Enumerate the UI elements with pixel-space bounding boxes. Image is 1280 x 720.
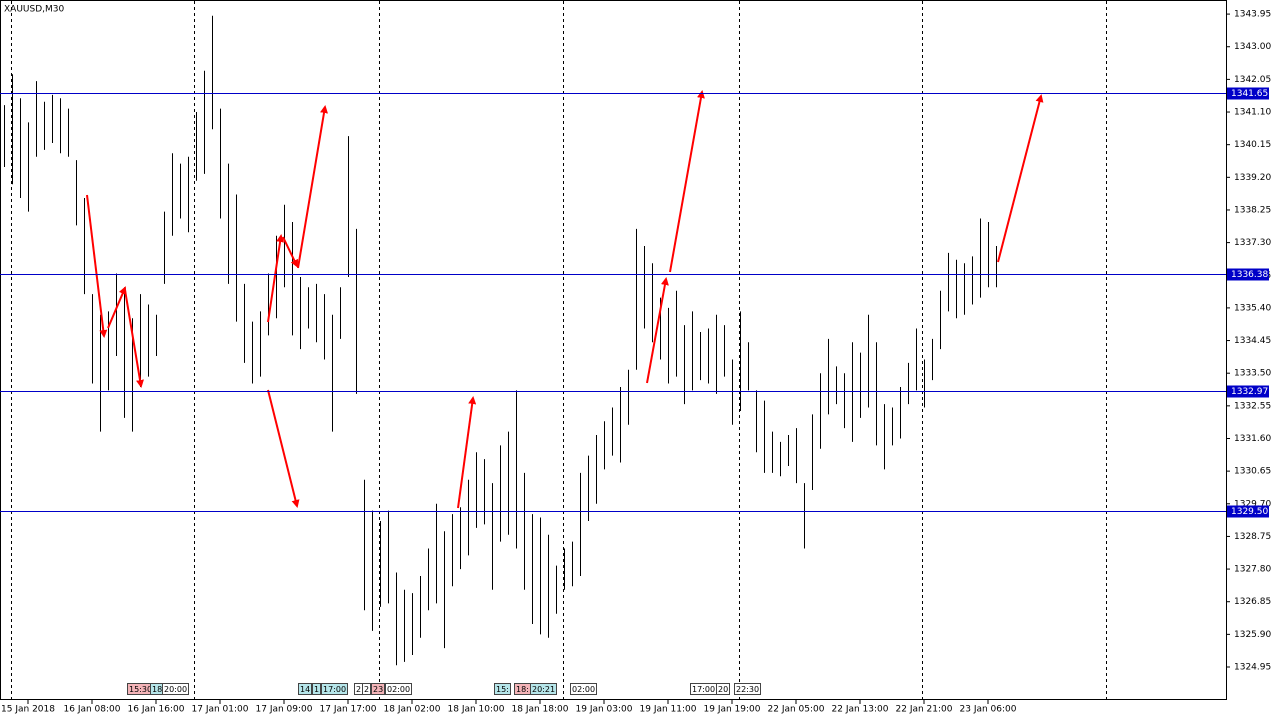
arrow xyxy=(282,236,298,268)
y-tick-label: 1338.25 xyxy=(1234,205,1271,215)
x-tick-label: 18 Jan 18:00 xyxy=(512,705,569,715)
time-marker: 20:21 xyxy=(530,683,558,695)
arrow xyxy=(457,396,477,509)
y-tick-label: 1333.50 xyxy=(1234,369,1271,379)
arrow xyxy=(124,289,144,388)
x-tick-label: 19 Jan 11:00 xyxy=(640,705,697,715)
level-label: 1329.50 xyxy=(1231,507,1268,517)
arrow xyxy=(267,389,300,508)
x-tick-label: 16 Jan 08:00 xyxy=(64,705,121,715)
y-tick-label: 1327.80 xyxy=(1234,565,1271,575)
chart-title: XAUUSD,M30 xyxy=(4,5,64,15)
time-marker: 20 xyxy=(716,683,731,695)
time-marker: 02:00 xyxy=(570,683,598,695)
level-label: 1332.97 xyxy=(1231,387,1268,397)
x-tick-label: 22 Jan 05:00 xyxy=(768,705,825,715)
time-marker: 14 xyxy=(298,683,313,695)
arrow xyxy=(267,234,285,323)
time-marker: 2 xyxy=(362,683,372,695)
y-tick-label: 1326.85 xyxy=(1234,597,1271,607)
y-tick-label: 1324.95 xyxy=(1234,663,1271,673)
time-marker: 17:00 xyxy=(690,683,718,695)
arrow xyxy=(669,90,705,273)
time-marker: 22:30 xyxy=(734,683,762,695)
y-tick-label: 1339.20 xyxy=(1234,173,1271,183)
level-label-box xyxy=(1227,268,1269,281)
arrow xyxy=(997,94,1044,263)
time-marker: 15: xyxy=(494,683,511,695)
y-tick-label: 1343.00 xyxy=(1234,42,1271,52)
time-marker: 23 xyxy=(371,683,386,695)
x-tick-label: 22 Jan 21:00 xyxy=(896,705,953,715)
arrow xyxy=(297,105,328,269)
time-marker: 18 xyxy=(150,683,165,695)
period-separators xyxy=(11,1,1107,699)
arrow xyxy=(86,194,108,338)
level-label-box xyxy=(1227,505,1269,518)
y-tick-label: 1335.40 xyxy=(1234,303,1271,313)
x-tick-label: 17 Jan 09:00 xyxy=(256,705,313,715)
y-tick-label: 1337.30 xyxy=(1234,238,1271,248)
x-tick-label: 18 Jan 02:00 xyxy=(384,705,441,715)
y-tick-label: 1341.10 xyxy=(1234,108,1271,118)
y-tick-label: 1343.95 xyxy=(1234,10,1271,20)
y-tick-label: 1331.60 xyxy=(1234,434,1271,444)
x-tick-label: 23 Jan 06:00 xyxy=(960,705,1017,715)
time-marker: 18: xyxy=(514,683,531,695)
level-label-box xyxy=(1227,87,1269,100)
bars xyxy=(4,15,997,666)
y-tick-label: 1334.45 xyxy=(1234,336,1271,346)
arrow xyxy=(646,277,669,384)
time-marker: 1 xyxy=(312,683,322,695)
y-tick-label: 1340.15 xyxy=(1234,140,1271,150)
x-tick-label: 17 Jan 01:00 xyxy=(192,705,249,715)
level-label-box xyxy=(1227,385,1269,398)
y-tick-label: 1342.05 xyxy=(1234,75,1271,85)
y-tick-label: 1328.75 xyxy=(1234,532,1271,542)
time-marker: 17:00 xyxy=(321,683,349,695)
y-tick-label: 1329.70 xyxy=(1234,499,1271,509)
x-tick-label: 15 Jan 2018 xyxy=(1,705,55,715)
time-marker: 20:00 xyxy=(162,683,190,695)
y-tick-label: 1325.90 xyxy=(1234,630,1271,640)
x-tick-label: 17 Jan 17:00 xyxy=(320,705,377,715)
x-tick-label: 18 Jan 10:00 xyxy=(448,705,505,715)
time-marker: 02:00 xyxy=(385,683,413,695)
x-tick-label: 22 Jan 13:00 xyxy=(832,705,889,715)
y-tick-label: 1332.55 xyxy=(1234,401,1271,411)
x-tick-label: 19 Jan 03:00 xyxy=(576,705,633,715)
x-tick-label: 19 Jan 19:00 xyxy=(704,705,761,715)
arrows xyxy=(86,90,1044,509)
plot-frame xyxy=(0,0,1227,700)
level-label: 1336.38 xyxy=(1231,270,1268,280)
level-label: 1341.65 xyxy=(1231,89,1268,99)
arrow xyxy=(107,286,127,329)
x-tick-label: 16 Jan 16:00 xyxy=(128,705,185,715)
y-tick-label: 1330.65 xyxy=(1234,467,1271,477)
